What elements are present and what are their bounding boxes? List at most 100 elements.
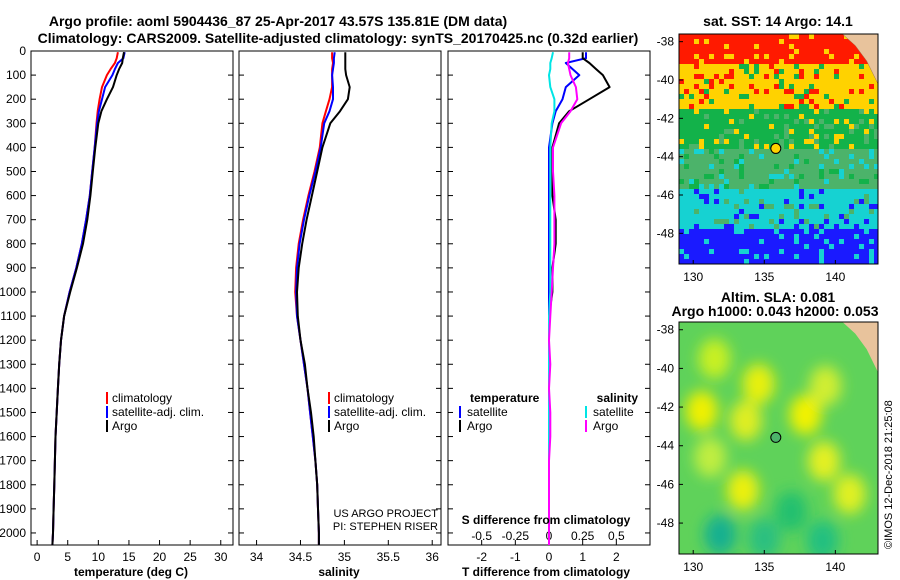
- sst-cell: [804, 154, 809, 159]
- sst-cell: [724, 229, 729, 234]
- sst-cell: [829, 224, 834, 229]
- sst-row: [679, 234, 878, 239]
- sst-cell: [869, 134, 874, 139]
- sst-cell: [844, 139, 849, 144]
- sst-cell: [839, 149, 844, 154]
- sst-cell: [789, 124, 794, 129]
- sst-cell: [724, 249, 729, 254]
- sst-cell: [724, 139, 729, 144]
- sst-cell: [814, 99, 819, 104]
- sst-cell: [744, 119, 749, 124]
- sst-cell: [759, 59, 764, 64]
- sst-cell: [719, 49, 724, 54]
- sst-cell: [769, 124, 774, 129]
- sst-cell: [784, 144, 789, 149]
- sst-cell: [684, 99, 689, 104]
- sst-cell: [864, 119, 869, 124]
- sst-cell: [804, 194, 809, 199]
- sst-cell: [759, 64, 764, 69]
- sst-cell: [794, 174, 799, 179]
- sst-cell: [789, 64, 794, 69]
- sst-cell: [759, 209, 764, 214]
- sst-cell: [694, 154, 699, 159]
- sst-cell: [829, 174, 834, 179]
- sst-cell: [694, 129, 699, 134]
- sst-cell: [869, 119, 874, 124]
- sst-cell: [769, 139, 774, 144]
- sst-cell: [784, 89, 789, 94]
- sst-cell: [714, 214, 719, 219]
- sst-cell: [744, 209, 749, 214]
- sst-cell: [709, 209, 714, 214]
- sst-cell: [699, 194, 704, 199]
- sst-cell: [709, 159, 714, 164]
- sst-cell: [719, 124, 724, 129]
- sst-cell: [704, 134, 709, 139]
- sst-cell: [794, 69, 799, 74]
- salinity-x-ticks: 34 34.5 35 35.5 36: [250, 540, 439, 564]
- sst-cell: [754, 239, 759, 244]
- sst-cell: [684, 104, 689, 109]
- sst-cell: [749, 164, 754, 169]
- sst-cell: [714, 69, 719, 74]
- sst-cell: [849, 44, 854, 49]
- sst-cell: [704, 204, 709, 209]
- sst-cell: [794, 169, 799, 174]
- sst-cell: [784, 94, 789, 99]
- sst-cell: [844, 184, 849, 189]
- sst-cell: [864, 199, 869, 204]
- sst-cell: [754, 184, 759, 189]
- sst-cell: [859, 74, 864, 79]
- sst-cell: [794, 114, 799, 119]
- temperature-lines: [51, 51, 126, 546]
- sst-cell: [809, 114, 814, 119]
- sst-cell: [684, 209, 689, 214]
- sst-cell: [679, 124, 684, 129]
- sst-cell: [859, 109, 864, 114]
- sst-cell: [724, 184, 729, 189]
- sst-cell: [699, 139, 704, 144]
- sst-cell: [724, 144, 729, 149]
- sst-row: [679, 59, 878, 64]
- sst-cell: [774, 99, 779, 104]
- sst-cell: [684, 224, 689, 229]
- sst-cell: [799, 119, 804, 124]
- sst-cell: [744, 84, 749, 89]
- sst-cell: [829, 259, 834, 264]
- sst-cell: [869, 144, 874, 149]
- sst-cell: [679, 114, 684, 119]
- sst-cell: [874, 184, 878, 189]
- sst-cell: [684, 119, 689, 124]
- sst-cell: [769, 199, 774, 204]
- sst-cell: [864, 99, 869, 104]
- sst-cell: [874, 94, 878, 99]
- sst-cell: [779, 54, 784, 59]
- sst-cell: [799, 99, 804, 104]
- sst-cell: [804, 159, 809, 164]
- sst-cell: [764, 89, 769, 94]
- sst-cell: [784, 164, 789, 169]
- sst-cell: [699, 134, 704, 139]
- sst-cell: [819, 234, 824, 239]
- sst-cell: [774, 129, 779, 134]
- sst-cell: [829, 64, 834, 69]
- sst-cell: [854, 219, 859, 224]
- sst-cell: [809, 124, 814, 129]
- sst-cell: [754, 104, 759, 109]
- sst-cell: [784, 54, 789, 59]
- sst-cell: [739, 229, 744, 234]
- sst-cell: [874, 204, 878, 209]
- sst-cell: [859, 229, 864, 234]
- sst-cell: [759, 44, 764, 49]
- sst-cell: [689, 254, 694, 259]
- series-line-argo: [51, 52, 125, 546]
- sst-cell: [764, 64, 769, 69]
- sst-cell: [799, 69, 804, 74]
- sst-cell: [839, 179, 844, 184]
- sst-cell: [714, 169, 719, 174]
- sst-cell: [839, 34, 844, 39]
- difference-panel: -2 -1 0 1 2 -0.5 -0.25 0 0.25 0.5 T difference f…: [447, 50, 651, 579]
- sst-cell: [874, 169, 878, 174]
- sst-cell: [799, 169, 804, 174]
- sst-cell: [784, 79, 789, 84]
